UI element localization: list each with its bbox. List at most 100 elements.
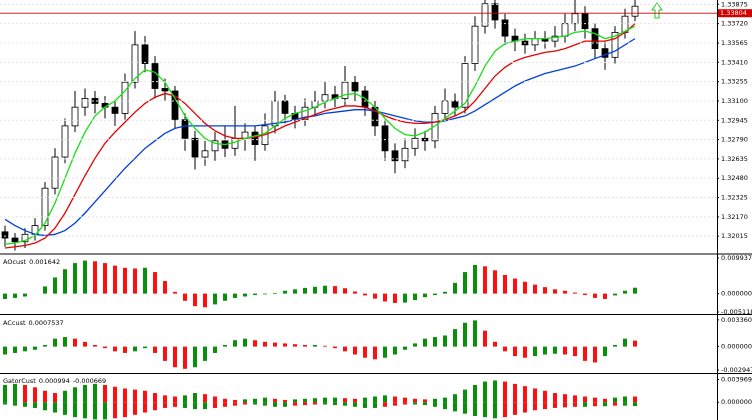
gator-bar [353, 398, 357, 403]
histogram-bar [543, 287, 547, 294]
gator-bar [233, 399, 237, 403]
gator-bar [263, 402, 267, 406]
histogram-bar [403, 346, 407, 350]
candle-body [401, 147, 409, 162]
gator-bar [343, 402, 347, 406]
gator-bar [593, 402, 597, 407]
gator-bar [583, 396, 587, 403]
gator-bar [513, 402, 517, 415]
gator-bar [483, 402, 487, 418]
gator-bar [43, 402, 47, 411]
gator-bar [303, 402, 307, 406]
histogram-bar [103, 263, 107, 294]
histogram-bar [573, 292, 577, 294]
gator-bar [543, 402, 547, 410]
y-tick-label: 1.32325 [721, 194, 748, 202]
y-tick-label: 1.33875 [721, 0, 748, 8]
histogram-bar [163, 281, 167, 294]
histogram-bar [293, 289, 297, 294]
histogram-bar [223, 293, 227, 301]
histogram-bar [183, 293, 187, 301]
candle-body [341, 81, 349, 99]
candle-body [611, 32, 619, 58]
histogram-bar [613, 345, 617, 347]
gator-bar [373, 396, 377, 403]
gator-bar [533, 388, 537, 403]
gator-bar [23, 402, 27, 407]
indicator-value: 0.001642 [29, 258, 60, 266]
histogram-bar [223, 345, 227, 347]
gator-bar [333, 397, 337, 403]
histogram-bar [243, 338, 247, 347]
y-tick-label: 0.003969 [721, 375, 752, 383]
candle-body [301, 106, 309, 121]
gator-bar [173, 396, 177, 403]
moving-average-line [4, 38, 636, 237]
gator-bar [573, 395, 577, 403]
indicator-name: GatorCust [3, 377, 36, 385]
gator-bar [103, 385, 107, 403]
gator-bar [323, 397, 327, 403]
gator-bar [243, 399, 247, 403]
candle-body [271, 100, 279, 127]
gator-bar [413, 398, 417, 403]
panel-label: AOcust 0.001642 [3, 258, 60, 266]
candle-body [491, 3, 499, 21]
histogram-bar [133, 346, 137, 352]
histogram-bar [183, 346, 187, 369]
candle-body [211, 140, 219, 152]
gator-bar [53, 393, 57, 403]
histogram-bar [473, 320, 477, 347]
gator-bar [63, 402, 67, 415]
gator-bar [83, 402, 87, 419]
candle-body [381, 125, 389, 152]
histogram-bar [513, 346, 517, 357]
histogram-bar [313, 345, 317, 347]
gator-bar [133, 389, 137, 403]
gator-bar [243, 402, 247, 405]
histogram-bar [503, 346, 507, 352]
histogram-bar [43, 345, 47, 347]
gator-bar [213, 396, 217, 403]
candle-body [601, 48, 609, 58]
histogram-bar [143, 346, 147, 349]
histogram-bar [623, 290, 627, 294]
histogram-bar [453, 329, 457, 347]
gator-bar [463, 389, 467, 403]
gator-bar [23, 385, 27, 403]
histogram-bar [213, 293, 217, 305]
gator-bar [3, 385, 7, 403]
histogram-bar [83, 260, 87, 294]
histogram-bar [433, 293, 437, 296]
histogram-bar [293, 344, 297, 347]
y-tick-label: 1.33100 [721, 97, 748, 105]
candle-body [121, 81, 129, 114]
candle-body [81, 98, 89, 108]
gator-bar [113, 402, 117, 419]
gator-bar [583, 402, 587, 407]
histogram-bar [73, 263, 77, 294]
histogram-bar [423, 293, 427, 298]
gator-bar [223, 398, 227, 403]
gator-bar [283, 399, 287, 403]
y-tick-label: 1.32015 [721, 232, 748, 240]
histogram-bar [93, 345, 97, 347]
histogram-bar [433, 337, 437, 347]
gator-bar [143, 390, 147, 403]
histogram-bar [13, 293, 17, 298]
y-tick-label: 1.33255 [721, 78, 748, 86]
histogram-bar [583, 293, 587, 296]
histogram-bar [473, 264, 477, 294]
gator-bar [523, 386, 527, 403]
candle-body [461, 63, 469, 108]
histogram-bar [593, 346, 597, 363]
gator-bar [13, 402, 17, 406]
gator-bar [373, 402, 377, 408]
histogram-bar [73, 338, 77, 347]
y-tick-label: 1.32790 [721, 136, 748, 144]
gator-bar [383, 395, 387, 403]
gator-bar [143, 402, 147, 413]
price-panel [1, 0, 639, 251]
y-tick-label: 1.33410 [721, 58, 748, 66]
candle-body [591, 28, 599, 50]
